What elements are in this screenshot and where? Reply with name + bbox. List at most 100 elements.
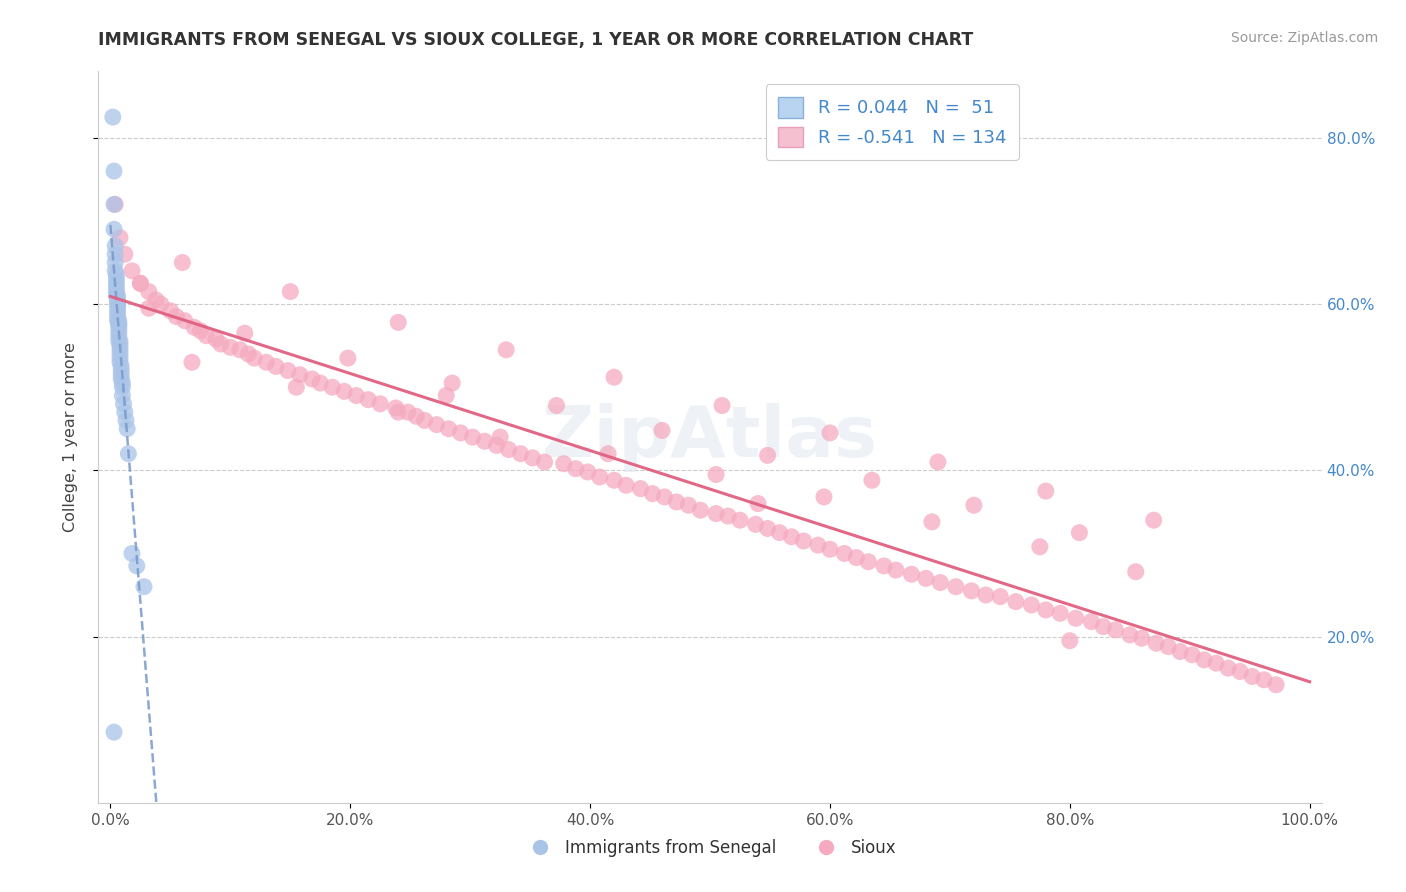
Point bbox=[110, 359, 132, 374]
Point bbox=[385, 401, 408, 415]
Point bbox=[884, 563, 907, 577]
Point bbox=[474, 434, 496, 449]
Point bbox=[437, 422, 460, 436]
Point bbox=[181, 355, 204, 369]
Point bbox=[117, 447, 139, 461]
Text: IMMIGRANTS FROM SENEGAL VS SIOUX COLLEGE, 1 YEAR OR MORE CORRELATION CHART: IMMIGRANTS FROM SENEGAL VS SIOUX COLLEGE… bbox=[98, 31, 974, 49]
Point bbox=[357, 392, 380, 407]
Point bbox=[288, 368, 311, 382]
Point bbox=[498, 442, 520, 457]
Point bbox=[333, 384, 356, 399]
Point bbox=[1104, 623, 1126, 637]
Point bbox=[553, 457, 575, 471]
Point bbox=[121, 264, 143, 278]
Text: Source: ZipAtlas.com: Source: ZipAtlas.com bbox=[1230, 31, 1378, 45]
Point bbox=[1144, 636, 1167, 650]
Point bbox=[960, 583, 983, 598]
Point bbox=[233, 326, 256, 341]
Point bbox=[1064, 611, 1087, 625]
Point bbox=[103, 197, 125, 211]
Point bbox=[107, 314, 129, 328]
Point bbox=[108, 322, 129, 336]
Point bbox=[110, 372, 132, 386]
Point bbox=[104, 239, 127, 253]
Point bbox=[115, 413, 138, 427]
Point bbox=[1216, 661, 1239, 675]
Point bbox=[278, 285, 301, 299]
Point bbox=[172, 255, 194, 269]
Point bbox=[793, 533, 815, 548]
Point bbox=[603, 473, 626, 487]
Point bbox=[1049, 607, 1071, 621]
Point bbox=[149, 297, 172, 311]
Point bbox=[108, 230, 131, 244]
Point bbox=[603, 370, 626, 384]
Point bbox=[103, 725, 125, 739]
Point bbox=[654, 490, 676, 504]
Point bbox=[1130, 632, 1153, 646]
Point bbox=[576, 465, 599, 479]
Point bbox=[1125, 565, 1147, 579]
Point bbox=[132, 580, 155, 594]
Point bbox=[641, 486, 664, 500]
Point bbox=[107, 310, 129, 324]
Point bbox=[129, 277, 152, 291]
Point bbox=[1021, 598, 1043, 612]
Point bbox=[105, 268, 128, 282]
Point bbox=[195, 328, 218, 343]
Point bbox=[921, 515, 943, 529]
Point bbox=[107, 305, 129, 319]
Point bbox=[780, 530, 803, 544]
Point bbox=[818, 542, 841, 557]
Point bbox=[183, 320, 205, 334]
Point bbox=[121, 546, 143, 560]
Point bbox=[915, 571, 938, 585]
Point bbox=[110, 363, 132, 377]
Point bbox=[165, 310, 187, 324]
Point bbox=[309, 376, 332, 390]
Point bbox=[485, 438, 508, 452]
Point bbox=[105, 285, 128, 299]
Point bbox=[138, 301, 160, 316]
Point bbox=[845, 550, 868, 565]
Point bbox=[107, 297, 129, 311]
Point bbox=[285, 380, 308, 394]
Point bbox=[522, 450, 544, 465]
Point bbox=[974, 588, 997, 602]
Point bbox=[114, 247, 136, 261]
Point bbox=[387, 315, 409, 329]
Point bbox=[1168, 644, 1191, 658]
Point bbox=[108, 351, 131, 365]
Point bbox=[728, 513, 751, 527]
Point bbox=[927, 455, 949, 469]
Point bbox=[756, 521, 779, 535]
Point bbox=[103, 164, 125, 178]
Point bbox=[103, 222, 125, 236]
Point bbox=[1035, 603, 1057, 617]
Point bbox=[108, 343, 131, 357]
Point bbox=[1035, 484, 1057, 499]
Point bbox=[426, 417, 449, 432]
Point bbox=[807, 538, 830, 552]
Point bbox=[1205, 656, 1227, 670]
Point bbox=[704, 507, 727, 521]
Point bbox=[138, 285, 160, 299]
Point bbox=[678, 498, 700, 512]
Point bbox=[533, 455, 555, 469]
Point bbox=[111, 380, 134, 394]
Point bbox=[115, 422, 138, 436]
Point bbox=[108, 326, 129, 341]
Point bbox=[105, 280, 128, 294]
Point bbox=[108, 355, 131, 369]
Point bbox=[105, 277, 128, 291]
Point bbox=[396, 405, 419, 419]
Point bbox=[107, 293, 129, 307]
Point bbox=[596, 447, 619, 461]
Point bbox=[1157, 640, 1180, 654]
Point bbox=[768, 525, 790, 540]
Point bbox=[589, 470, 612, 484]
Point bbox=[1241, 669, 1264, 683]
Point bbox=[108, 330, 129, 344]
Point bbox=[301, 372, 323, 386]
Point bbox=[129, 277, 152, 291]
